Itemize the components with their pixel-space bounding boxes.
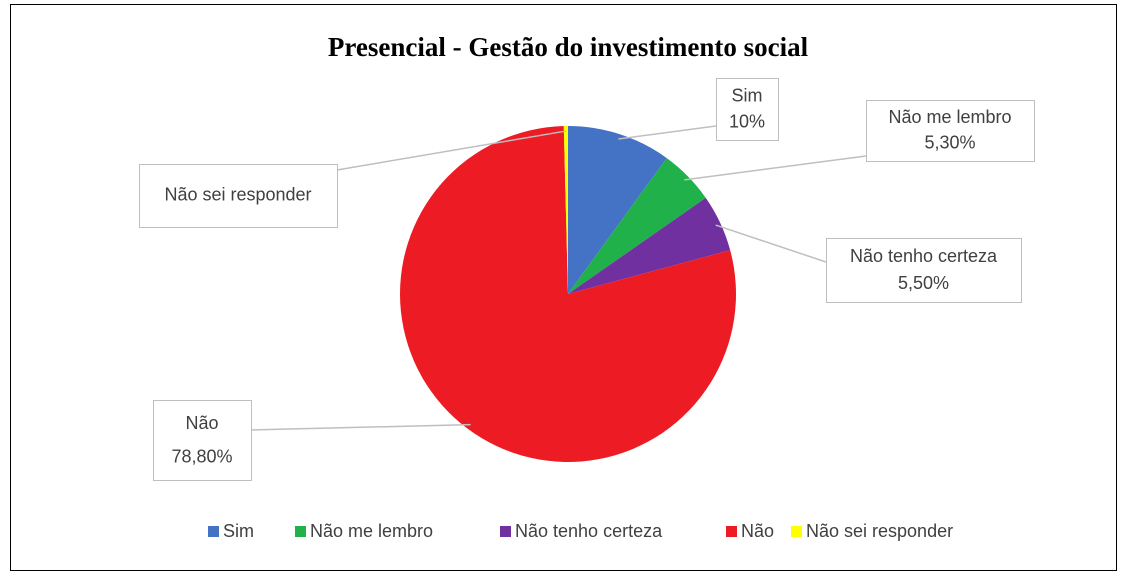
data-label-value: 5,50% — [898, 273, 949, 293]
leader-line — [715, 224, 827, 263]
data-label-category: Não tenho certeza — [850, 246, 998, 266]
data-label-box — [153, 400, 252, 481]
leader-line — [250, 423, 471, 431]
data-label-category: Não sei responder — [164, 184, 311, 204]
leader-line — [618, 125, 717, 140]
data-label-category: Não me lembro — [888, 107, 1011, 127]
pie-slice — [563, 126, 568, 294]
data-label-value: 10% — [729, 111, 765, 131]
data-label-value: 5,30% — [924, 133, 975, 153]
legend-label: Não sei responder — [806, 521, 953, 541]
legend-swatch — [500, 526, 511, 537]
legend-label: Não me lembro — [310, 521, 433, 541]
legend-swatch — [208, 526, 219, 537]
data-label-box — [866, 100, 1035, 162]
legend-swatch — [726, 526, 737, 537]
pie-slice — [568, 158, 706, 294]
data-label-box — [826, 238, 1022, 303]
pie-slice — [400, 126, 736, 463]
legend-label: Sim — [223, 521, 254, 541]
chart-title: Presencial - Gestão do investimento soci… — [328, 32, 809, 62]
legend-swatch — [791, 526, 802, 537]
pie-slice — [568, 126, 667, 294]
data-label-value: 78,80% — [171, 446, 232, 466]
leader-line — [684, 155, 867, 181]
data-label-category: Não — [185, 413, 218, 433]
leader-line — [336, 130, 567, 171]
legend-label: Não tenho certeza — [515, 521, 663, 541]
pie-slice — [568, 197, 731, 294]
data-label-box — [139, 164, 338, 228]
data-label-box — [716, 78, 779, 141]
legend-swatch — [295, 526, 306, 537]
data-label-category: Sim — [732, 85, 763, 105]
legend-label: Não — [741, 521, 774, 541]
